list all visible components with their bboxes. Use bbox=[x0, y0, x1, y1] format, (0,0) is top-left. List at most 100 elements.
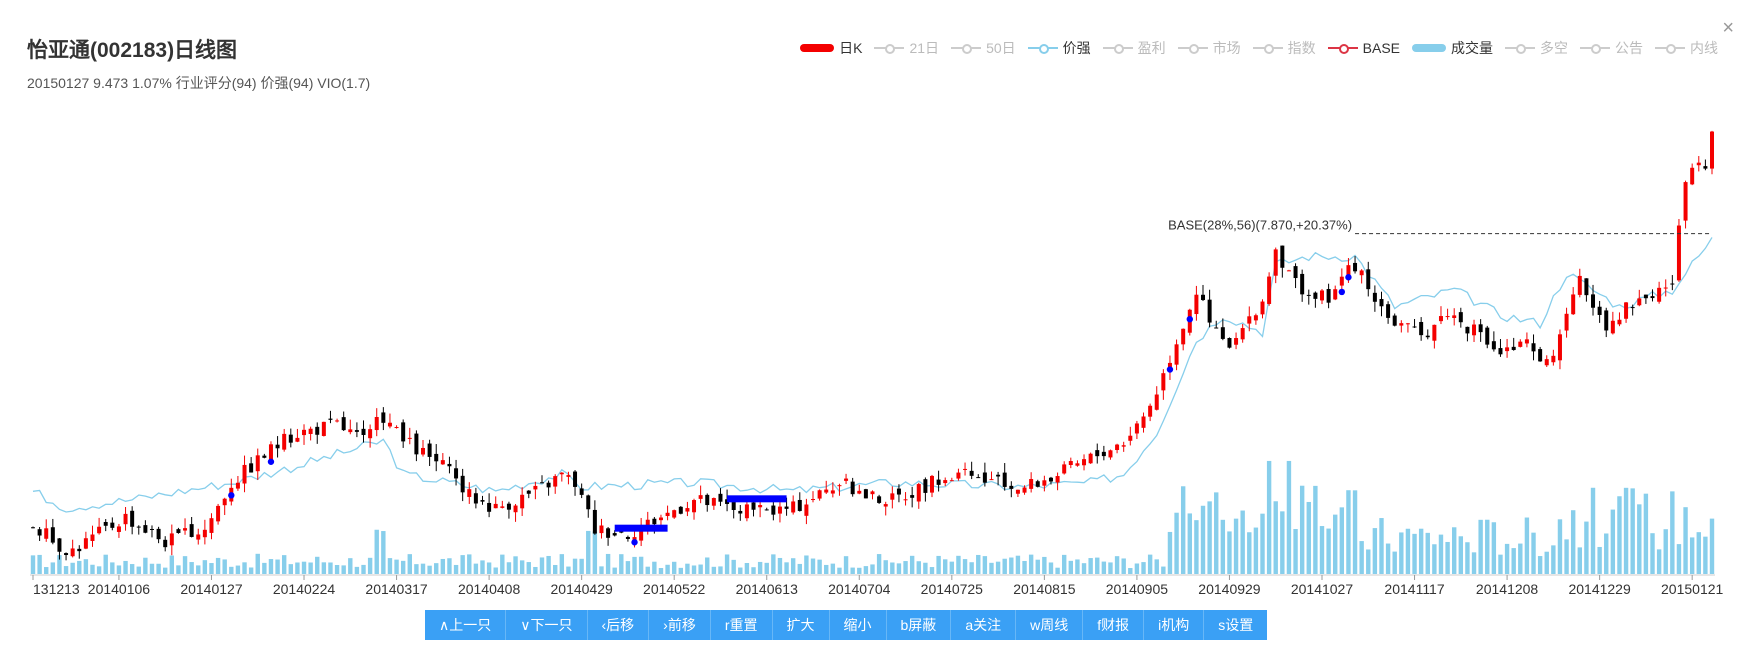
legend-item-8[interactable]: 成交量 bbox=[1412, 38, 1493, 58]
volume-bar bbox=[1590, 487, 1596, 574]
candle-body bbox=[943, 480, 948, 484]
candle-body bbox=[1088, 453, 1093, 464]
candle-body bbox=[1121, 445, 1126, 447]
volume-bar bbox=[434, 563, 439, 574]
legend-item-9[interactable]: 多空 bbox=[1505, 38, 1568, 58]
candle-body bbox=[1201, 294, 1206, 301]
volume-bar bbox=[123, 560, 128, 574]
candle-body bbox=[1339, 276, 1344, 286]
candle-body bbox=[896, 488, 901, 495]
candle-body bbox=[242, 464, 247, 484]
base-label: BASE(28%,56)(7.870,+20.37%) bbox=[1168, 218, 1352, 233]
move-back-button[interactable]: ‹后移 bbox=[588, 610, 650, 640]
legend-item-11[interactable]: 内线 bbox=[1655, 38, 1718, 58]
zoom-out-button[interactable]: 缩小 bbox=[830, 610, 887, 640]
prev-stock-button[interactable]: ∧上一只 bbox=[425, 610, 507, 640]
legend-label: 价强 bbox=[1062, 40, 1091, 56]
volume-bar bbox=[50, 562, 56, 574]
legend-item-4[interactable]: 盈利 bbox=[1102, 38, 1166, 58]
volume-bar bbox=[1134, 563, 1140, 574]
candle-body bbox=[1438, 316, 1443, 322]
volume-bar bbox=[724, 554, 730, 574]
volume-bar bbox=[1339, 507, 1345, 574]
volume-bar bbox=[619, 554, 624, 574]
block-button[interactable]: b屏蔽 bbox=[887, 610, 952, 640]
candle-body bbox=[1326, 288, 1331, 303]
volume-bar bbox=[1220, 519, 1226, 574]
candle-body bbox=[923, 479, 928, 493]
candle-body bbox=[1498, 348, 1503, 355]
volume-bar bbox=[169, 555, 175, 574]
candle-body bbox=[1029, 479, 1034, 489]
legend-item-5[interactable]: 市场 bbox=[1177, 38, 1241, 58]
volume-bar bbox=[1570, 510, 1576, 574]
volume-bar bbox=[1465, 542, 1470, 574]
watch-button[interactable]: a关注 bbox=[951, 610, 1017, 640]
candle-body bbox=[731, 501, 736, 511]
volume-bar bbox=[176, 565, 181, 574]
volume-bar bbox=[1392, 551, 1397, 574]
volume-bar bbox=[374, 529, 379, 574]
volume-bar bbox=[156, 563, 161, 574]
candle-body bbox=[586, 495, 591, 510]
volume-bar bbox=[1623, 487, 1629, 574]
volume-bar bbox=[387, 558, 393, 574]
candle-body bbox=[797, 499, 802, 511]
volume-bar bbox=[943, 559, 948, 574]
candle-body bbox=[1346, 265, 1351, 277]
candle-body bbox=[1643, 294, 1648, 299]
volume-bar bbox=[348, 558, 353, 574]
volume-bar bbox=[149, 563, 155, 574]
legend-label: 市场 bbox=[1212, 40, 1241, 56]
volume-bar bbox=[281, 555, 287, 574]
candle-body bbox=[1306, 294, 1311, 296]
zoom-in-button[interactable]: 扩大 bbox=[773, 610, 830, 640]
next-stock-button[interactable]: ∨下一只 bbox=[506, 610, 588, 640]
candle-body bbox=[1181, 328, 1186, 345]
volume-bar bbox=[1194, 520, 1199, 574]
volume-bar bbox=[1405, 528, 1411, 574]
volume-bar bbox=[222, 559, 227, 574]
volume-bar bbox=[500, 554, 505, 574]
volume-bar bbox=[1167, 531, 1173, 574]
volume-bar bbox=[1366, 549, 1371, 574]
legend-item-1[interactable]: 21日 bbox=[874, 38, 939, 58]
volume-bar bbox=[301, 561, 307, 574]
volume-bar bbox=[1154, 559, 1159, 574]
volume-bar bbox=[691, 565, 697, 574]
institution-button[interactable]: i机构 bbox=[1144, 610, 1205, 640]
volume-bar bbox=[1114, 556, 1120, 574]
settings-button[interactable]: s设置 bbox=[1218, 617, 1254, 633]
candle-body bbox=[1683, 182, 1688, 221]
candle-body bbox=[394, 427, 399, 429]
volume-bar bbox=[1703, 536, 1708, 574]
volume-bar bbox=[539, 557, 545, 574]
legend-item-7[interactable]: BASE bbox=[1327, 40, 1400, 56]
volume-bar bbox=[1273, 501, 1278, 574]
candle-body bbox=[996, 474, 1001, 477]
financial-report-button[interactable]: f财报 bbox=[1083, 610, 1145, 640]
candle-body bbox=[1544, 359, 1549, 366]
legend-swatch-icon bbox=[1655, 42, 1685, 54]
candle-body bbox=[599, 525, 604, 534]
volume-bar bbox=[447, 558, 452, 574]
volume-bar bbox=[1458, 536, 1464, 574]
x-tick-label: 20140905 bbox=[1106, 581, 1169, 597]
candle-body bbox=[1333, 289, 1338, 300]
legend-item-10[interactable]: 公告 bbox=[1580, 38, 1643, 58]
volume-bar bbox=[506, 562, 512, 574]
legend-item-2[interactable]: 50日 bbox=[951, 38, 1016, 58]
weekly-button[interactable]: w周线 bbox=[1016, 610, 1084, 640]
move-forward-button[interactable]: ›前移 bbox=[649, 610, 711, 640]
candle-body bbox=[1293, 266, 1298, 279]
volume-bar bbox=[215, 557, 221, 574]
volume-bar bbox=[916, 561, 921, 574]
close-icon[interactable]: × bbox=[1722, 17, 1734, 39]
legend-item-6[interactable]: 指数 bbox=[1252, 38, 1316, 58]
legend-item-0[interactable]: 日K bbox=[800, 38, 862, 58]
candle-body bbox=[163, 539, 168, 548]
x-tick-label: 20140815 bbox=[1013, 581, 1076, 597]
reset-button[interactable]: r重置 bbox=[711, 610, 773, 640]
legend-item-3[interactable]: 价强 bbox=[1027, 38, 1091, 58]
